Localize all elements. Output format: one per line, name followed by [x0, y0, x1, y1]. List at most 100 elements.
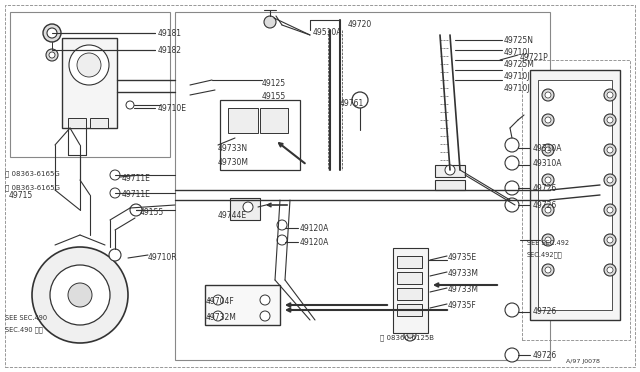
Text: 49155: 49155: [262, 92, 286, 100]
Circle shape: [545, 267, 551, 273]
Bar: [393, 248, 428, 333]
Text: 49711E: 49711E: [122, 173, 151, 183]
Text: 49735E: 49735E: [448, 253, 477, 263]
Text: 49721P: 49721P: [520, 52, 548, 61]
Bar: [260, 108, 288, 133]
Bar: [175, 12, 550, 360]
Text: 49761: 49761: [340, 99, 364, 108]
Circle shape: [545, 177, 551, 183]
Circle shape: [68, 283, 92, 307]
Circle shape: [49, 52, 55, 58]
Text: 49726: 49726: [533, 350, 557, 359]
Bar: [397, 272, 422, 284]
Circle shape: [604, 204, 616, 216]
Circle shape: [607, 177, 613, 183]
Circle shape: [50, 265, 110, 325]
Circle shape: [505, 198, 519, 212]
Text: 49725M: 49725M: [504, 60, 535, 68]
Circle shape: [243, 202, 253, 212]
Text: 49182: 49182: [158, 45, 182, 55]
Text: SEC.490 参照: SEC.490 参照: [5, 327, 43, 333]
Circle shape: [545, 207, 551, 213]
Text: 49510A: 49510A: [313, 28, 342, 36]
Text: 49732M: 49732M: [206, 314, 237, 323]
Text: 49310A: 49310A: [533, 158, 563, 167]
Circle shape: [542, 144, 554, 156]
Circle shape: [505, 156, 519, 170]
Text: 49733M: 49733M: [448, 285, 479, 295]
Circle shape: [604, 264, 616, 276]
Text: Ⓢ 08360-6125B: Ⓢ 08360-6125B: [380, 335, 434, 341]
Text: 49310A: 49310A: [533, 144, 563, 153]
Circle shape: [69, 45, 109, 85]
Text: Ⓢ 0B363-6165G: Ⓢ 0B363-6165G: [5, 185, 60, 191]
Bar: [538, 80, 612, 310]
Circle shape: [109, 249, 121, 261]
Text: 49735F: 49735F: [448, 301, 477, 311]
Circle shape: [213, 295, 223, 305]
Circle shape: [607, 237, 613, 243]
Circle shape: [542, 114, 554, 126]
Text: 49181: 49181: [158, 29, 182, 38]
Bar: [397, 256, 422, 268]
Circle shape: [407, 332, 413, 338]
Circle shape: [604, 234, 616, 246]
Circle shape: [604, 114, 616, 126]
Circle shape: [404, 329, 416, 341]
Text: 49710J: 49710J: [504, 71, 531, 80]
Text: SEC.492参照: SEC.492参照: [527, 252, 563, 258]
Bar: [435, 165, 465, 177]
Text: 49725N: 49725N: [504, 35, 534, 45]
Bar: [62, 38, 117, 128]
Text: 49711E: 49711E: [122, 189, 151, 199]
Circle shape: [505, 303, 519, 317]
Text: 49120A: 49120A: [300, 237, 330, 247]
Circle shape: [604, 89, 616, 101]
Text: A/97 J0078: A/97 J0078: [566, 359, 600, 365]
Circle shape: [110, 170, 120, 180]
Bar: [435, 180, 465, 190]
Circle shape: [545, 92, 551, 98]
Circle shape: [126, 101, 134, 109]
Bar: [10, 12, 170, 157]
Circle shape: [545, 147, 551, 153]
Text: 49710J: 49710J: [504, 48, 531, 57]
Text: 49120A: 49120A: [300, 224, 330, 232]
Text: 49710R: 49710R: [148, 253, 178, 263]
Text: 49730M: 49730M: [218, 157, 249, 167]
Text: SEE SEC.492: SEE SEC.492: [527, 240, 569, 246]
Text: Ⓢ 08363-6165G: Ⓢ 08363-6165G: [5, 171, 60, 177]
Text: 49726: 49726: [533, 183, 557, 192]
Circle shape: [505, 181, 519, 195]
Circle shape: [542, 89, 554, 101]
Bar: [522, 60, 630, 340]
Text: 49720: 49720: [348, 19, 372, 29]
Circle shape: [542, 264, 554, 276]
Text: 49710J: 49710J: [504, 83, 531, 93]
Text: 49726: 49726: [533, 308, 557, 317]
Circle shape: [46, 49, 58, 61]
Circle shape: [110, 188, 120, 198]
Circle shape: [32, 247, 128, 343]
Circle shape: [542, 204, 554, 216]
Circle shape: [505, 348, 519, 362]
Circle shape: [445, 165, 455, 175]
Bar: [530, 70, 620, 320]
Circle shape: [604, 174, 616, 186]
Circle shape: [607, 147, 613, 153]
Bar: [397, 288, 422, 300]
Circle shape: [277, 220, 287, 230]
Circle shape: [260, 295, 270, 305]
Circle shape: [607, 92, 613, 98]
Circle shape: [604, 144, 616, 156]
Circle shape: [545, 117, 551, 123]
Bar: [397, 304, 422, 316]
Bar: [220, 100, 300, 170]
Circle shape: [277, 235, 287, 245]
Text: 49125: 49125: [262, 78, 286, 87]
Circle shape: [545, 237, 551, 243]
Text: 49710E: 49710E: [158, 103, 187, 112]
Text: 49733M: 49733M: [448, 269, 479, 279]
Circle shape: [542, 174, 554, 186]
Circle shape: [542, 234, 554, 246]
